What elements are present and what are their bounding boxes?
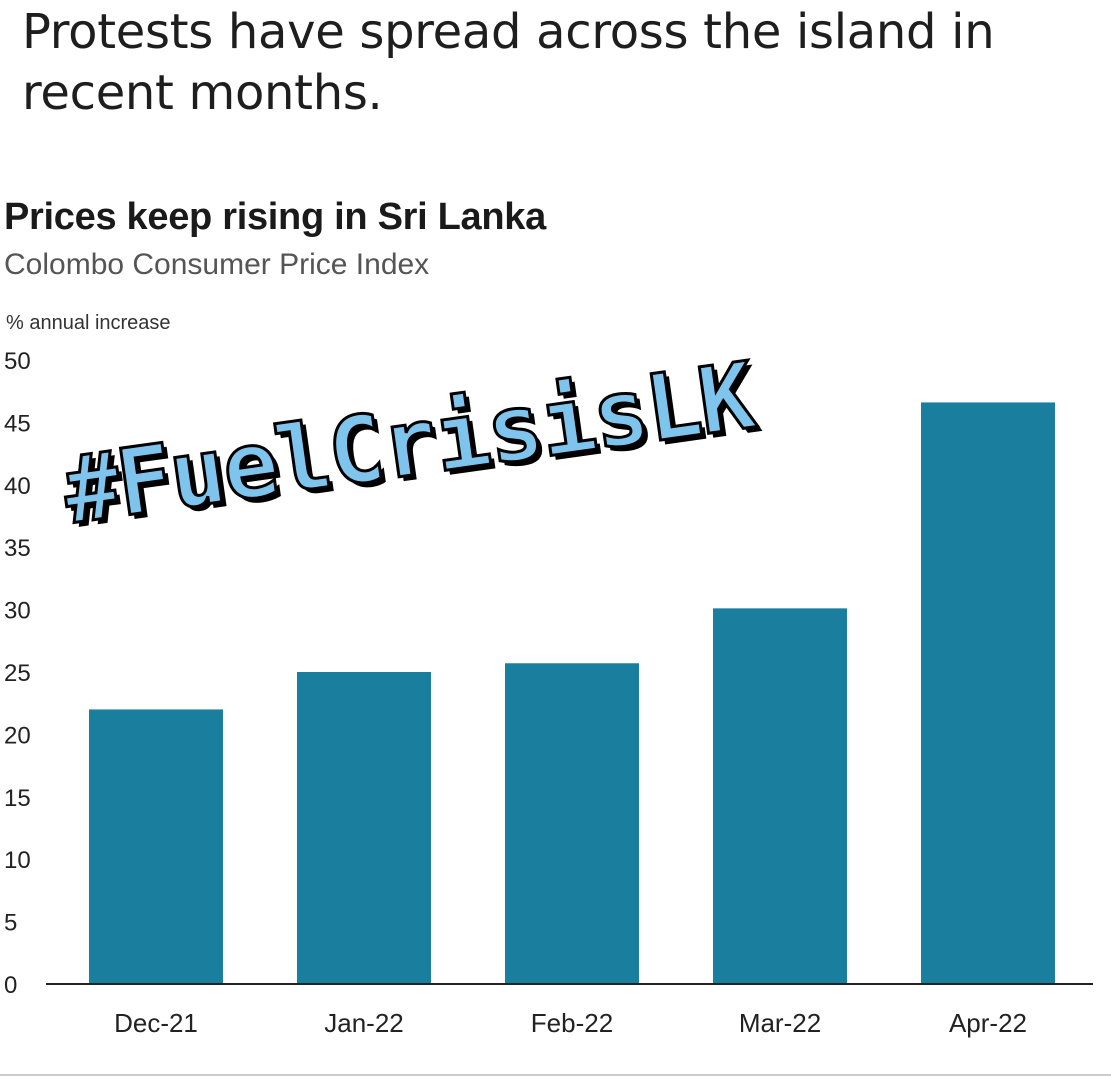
y-tick-label: 10 <box>4 847 31 874</box>
x-tick-label: Mar-22 <box>739 1008 821 1038</box>
y-tick-label: 50 <box>4 348 31 375</box>
y-tick-label: 25 <box>4 660 31 687</box>
y-tick-label: 0 <box>4 972 17 999</box>
y-tick-label: 15 <box>4 785 31 812</box>
x-tick-label: Apr-22 <box>949 1008 1027 1038</box>
y-tick-label: 5 <box>4 910 17 937</box>
headline: Protests have spread across the island i… <box>22 4 995 121</box>
x-tick-label: Jan-22 <box>324 1008 404 1038</box>
y-tick-label: 20 <box>4 722 31 749</box>
y-axis-label: % annual increase <box>6 312 171 334</box>
bar <box>505 663 639 984</box>
chart-title: Prices keep rising in Sri Lanka <box>4 196 546 238</box>
bar <box>297 672 431 984</box>
y-tick-label: 35 <box>4 535 31 562</box>
y-tick-label: 40 <box>4 473 31 500</box>
chart-subtitle: Colombo Consumer Price Index <box>4 248 430 281</box>
y-tick-label: 45 <box>4 410 31 437</box>
bar <box>713 608 847 984</box>
x-tick-label: Feb-22 <box>531 1008 613 1038</box>
bar <box>921 402 1055 984</box>
bar <box>89 709 223 984</box>
y-tick-label: 30 <box>4 598 31 625</box>
x-tick-label: Dec-21 <box>114 1008 198 1038</box>
